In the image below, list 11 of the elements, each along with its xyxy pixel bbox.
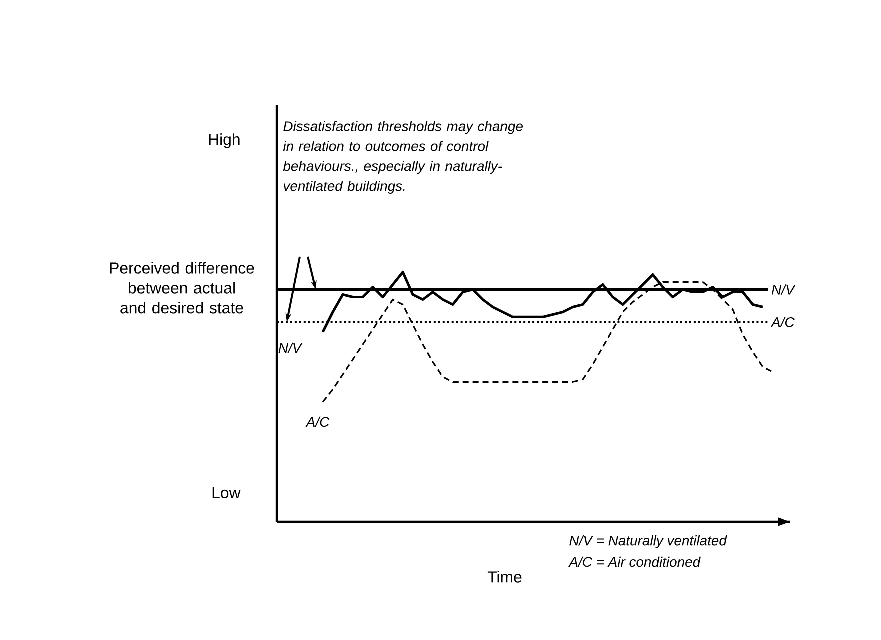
y-axis-title: Perceived difference between actual and desired state <box>110 262 254 314</box>
text: High <box>209 134 240 148</box>
text: N/V = Naturally ventilated <box>570 535 728 548</box>
series-label: N/V <box>278 342 303 354</box>
x-axis-title: Time <box>488 571 522 583</box>
series-label: A/C <box>306 416 330 428</box>
text: Low <box>212 487 241 499</box>
ref-line-label: A/C <box>770 317 795 328</box>
text: A/C = Air conditioned <box>568 556 701 568</box>
text: Dissatisfaction thresholds may change in relation to outcomes of control behaviours., especially in naturally-ventilated buildings. <box>283 121 523 194</box>
ref-line-label: N/V <box>772 284 796 295</box>
